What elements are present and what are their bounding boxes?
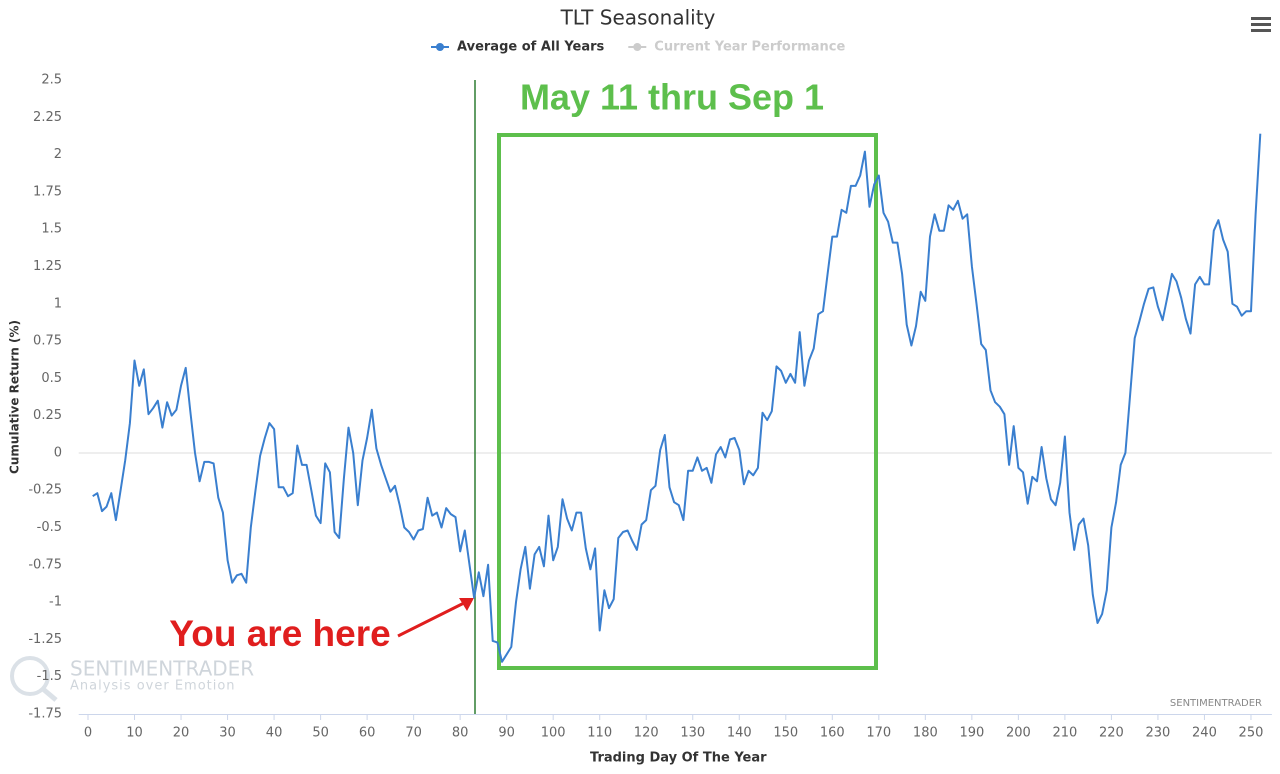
watermark: SENTIMENTRADER Analysis over Emotion [10,656,254,702]
y-tick-label: 1 [54,296,62,311]
credit: SENTIMENTRADER [1170,698,1262,709]
legend-item[interactable]: Average of All Years [431,40,605,55]
y-tick-label: 2.25 [33,110,62,125]
window-box [497,133,878,670]
marker-arrow [397,600,467,638]
legend-item[interactable]: Current Year Performance [628,40,846,55]
x-tick-label: 20 [173,726,190,741]
y-tick-label: -1.25 [28,632,62,647]
y-tick-label: 1.25 [33,259,62,274]
watermark-logo [10,656,50,696]
y-tick-label: -0.75 [28,557,62,572]
x-tick-label: 140 [727,726,752,741]
watermark-tagline: Analysis over Emotion [70,679,236,694]
x-tick-label: 150 [773,726,798,741]
y-tick-label: 2 [54,147,62,162]
x-axis-title: Trading Day Of The Year [590,751,767,766]
menu-bar [1251,23,1271,26]
marker-label: You are here [169,613,390,654]
y-tick-label: -1.5 [37,669,62,684]
x-tick-label: 10 [126,726,143,741]
menu-bar [1251,29,1271,32]
y-tick-label: 2.5 [41,73,62,88]
x-tick-label: 240 [1192,726,1217,741]
x-tick-label: 30 [219,726,236,741]
y-tick-label: -0.25 [28,483,62,498]
x-tick-label: 160 [820,726,845,741]
x-tick-label: 0 [84,726,92,741]
x-tick-label: 230 [1146,726,1171,741]
x-tick-label: 180 [913,726,938,741]
x-tick-label: 210 [1052,726,1077,741]
x-tick-label: 70 [405,726,422,741]
legend-label: Current Year Performance [654,40,845,55]
x-tick-label: 60 [359,726,376,741]
y-tick-label: 0.75 [33,334,62,349]
x-tick-label: 170 [866,726,891,741]
y-tick-label: -1 [49,595,62,610]
watermark-name: SENTIMENTRADER [70,657,254,681]
menu-bar [1251,17,1271,20]
series-line [92,133,1262,663]
x-tick-label: 250 [1239,726,1264,741]
x-tick-label: 50 [312,726,329,741]
x-tick-label: 110 [587,726,612,741]
y-tick-label: 0.25 [33,408,62,423]
y-tick-label: 0.5 [41,371,62,386]
y-tick-label: -0.5 [37,520,62,535]
y-tick-label: 0 [54,445,62,460]
x-tick-label: 90 [498,726,515,741]
y-tick-label: 1.75 [33,184,62,199]
menu-button[interactable] [1251,17,1271,32]
y-tick-label: 1.5 [41,222,62,237]
x-tick-label: 220 [1099,726,1124,741]
x-tick-label: 200 [1006,726,1031,741]
legend-marker [436,43,444,51]
x-tick-label: 190 [959,726,984,741]
window-label: May 11 thru Sep 1 [520,77,824,118]
marker-arrowhead [459,598,474,611]
x-tick-label: 130 [680,726,705,741]
y-axis-title: Cumulative Return (%) [8,320,22,474]
x-tick-label: 80 [452,726,469,741]
watermark-logo [41,687,58,702]
chart-title: TLT Seasonality [560,6,716,30]
legend-label: Average of All Years [457,40,605,55]
x-tick-label: 40 [266,726,283,741]
y-tick-label: -1.75 [28,707,62,722]
x-tick-label: 120 [634,726,659,741]
x-tick-label: 100 [541,726,566,741]
legend-marker [633,43,642,51]
